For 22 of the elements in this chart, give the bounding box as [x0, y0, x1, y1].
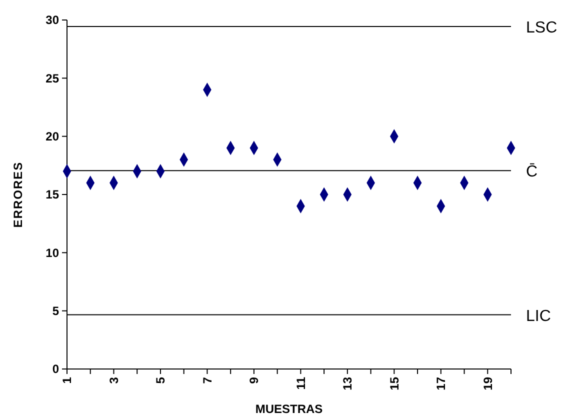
y-tick-label: 5: [52, 304, 60, 318]
y-tick-label: 30: [46, 13, 60, 28]
x-tick-label: 9: [247, 376, 262, 384]
y-tick-label: 0: [52, 362, 60, 376]
x-tick-label: 3: [106, 376, 121, 384]
x-tick-label: 19: [480, 376, 495, 390]
x-tick-label: 11: [294, 376, 308, 390]
ref-line-label: LSC: [526, 20, 558, 37]
x-tick-label: 17: [434, 376, 448, 390]
y-tick-label: 25: [46, 71, 60, 86]
y-axis-title: ERRORES: [11, 161, 25, 228]
ref-line-label: C̄: [526, 163, 538, 181]
x-tick-label: 13: [340, 376, 355, 390]
x-tick-label: 1: [60, 376, 74, 384]
x-tick-label: 15: [387, 376, 402, 390]
x-tick-label: 7: [200, 376, 214, 384]
ref-line-label: LIC: [526, 308, 551, 325]
y-tick-label: 20: [46, 130, 60, 144]
x-tick-label: 5: [154, 376, 168, 384]
x-axis-title: MUESTRAS: [255, 402, 323, 416]
y-tick-label: 10: [46, 246, 60, 260]
y-tick-label: 15: [46, 188, 60, 202]
